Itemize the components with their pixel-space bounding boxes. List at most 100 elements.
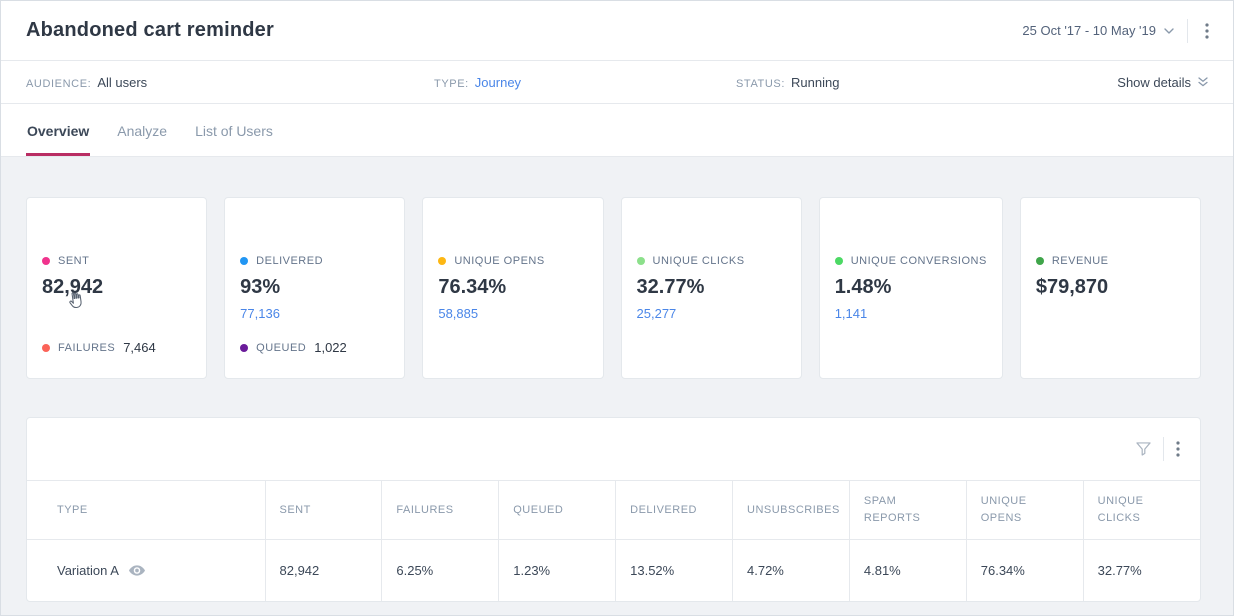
queued-dot-icon (240, 343, 249, 352)
stat-card-delivered[interactable]: DELIVERED 93% 77,136 QUEUED 1,022 (224, 197, 406, 379)
status-value: Running (791, 74, 840, 90)
stat-footer-label: QUEUED (256, 341, 307, 354)
stat-label-row: UNIQUE CONVERSIONS (834, 255, 987, 267)
cell-unique-opens: 76.34% (965, 539, 1084, 602)
column-header-spam-reports: SPAM REPORTS (848, 479, 967, 541)
stat-label: REVENUE (1051, 255, 1109, 267)
stat-count-link[interactable]: 1,141 (834, 306, 868, 321)
double-chevron-down-icon (1198, 77, 1208, 87)
tab-overview[interactable]: Overview (26, 104, 91, 156)
variations-table-card: TYPE SENT FAILURES QUEUED DELIVERED UNSU… (26, 417, 1201, 603)
stat-label-row: DELIVERED (240, 255, 389, 267)
stat-footer: QUEUED 1,022 (240, 340, 347, 355)
show-details-label: Show details (1117, 74, 1191, 90)
column-header-failures: FAILURES (381, 479, 499, 541)
stat-footer-label: FAILURES (58, 341, 116, 354)
stat-card-unique-opens[interactable]: UNIQUE OPENS 76.34% 58,885 (422, 197, 604, 379)
stat-footer-value: 1,022 (314, 340, 347, 355)
header-kebab-menu-button[interactable] (1201, 19, 1213, 43)
column-header-delivered: DELIVERED (615, 479, 733, 541)
stat-value: 76.34% (438, 276, 507, 298)
type-value-link[interactable]: Journey (474, 74, 522, 90)
mouse-cursor-icon (65, 290, 85, 316)
failures-dot-icon (42, 343, 50, 352)
stat-value: 1.48% (834, 276, 892, 298)
eye-icon[interactable] (128, 565, 145, 576)
stat-label: UNIQUE OPENS (454, 255, 545, 267)
kebab-icon (1176, 441, 1180, 457)
unique-clicks-dot-icon (636, 257, 645, 265)
show-details-button[interactable]: Show details (1117, 75, 1208, 90)
audience-value: All users (97, 74, 148, 90)
stat-label-row: REVENUE (1035, 255, 1185, 267)
stat-card-unique-conversions[interactable]: UNIQUE CONVERSIONS 1.48% 1,141 (818, 197, 1003, 379)
date-range-selector[interactable]: 25 Oct '17 - 10 May '19 (1022, 23, 1174, 38)
column-header-unique-clicks: UNIQUE CLICKS (1082, 479, 1200, 541)
date-range-label: 25 Oct '17 - 10 May '19 (1022, 23, 1156, 38)
cell-failures: 6.25% (381, 539, 499, 602)
stat-footer: FAILURES 7,464 (42, 340, 156, 355)
filter-icon (1136, 442, 1151, 456)
tab-bar: Overview Analyze List of Users (1, 104, 1233, 157)
column-header-sent: SENT (264, 479, 382, 541)
table-filter-button[interactable] (1132, 438, 1155, 460)
revenue-dot-icon (1035, 257, 1044, 265)
table-kebab-menu-button[interactable] (1172, 437, 1184, 461)
delivered-dot-icon (240, 257, 249, 265)
page-title: Abandoned cart reminder (26, 19, 274, 41)
unique-conversions-dot-icon (834, 257, 843, 265)
stat-value: 32.77% (636, 276, 705, 298)
table-row: Variation A 82,942 6.25% 1.23% 13.52% 4.… (27, 539, 1200, 602)
variation-name: Variation A (57, 563, 119, 579)
stat-label-row: UNIQUE CLICKS (636, 255, 786, 267)
header-actions: 25 Oct '17 - 10 May '19 (1022, 18, 1213, 43)
table-toolbar (27, 418, 1200, 480)
stat-value: $79,870 (1035, 276, 1109, 298)
stat-value: 82,942 (42, 276, 104, 298)
stat-label: SENT (58, 255, 90, 267)
status-label: STATUS: (736, 77, 786, 90)
stat-label: UNIQUE CLICKS (652, 255, 745, 267)
chevron-down-icon (1164, 27, 1174, 34)
stat-count-link[interactable]: 77,136 (240, 306, 280, 321)
divider (1163, 437, 1164, 461)
tab-analyze[interactable]: Analyze (117, 123, 168, 139)
cell-queued: 1.23% (498, 539, 616, 602)
stat-card-sent[interactable]: SENT 82,942 FAILURES 7,464 (26, 197, 208, 379)
column-header-unique-opens: UNIQUE OPENS (965, 479, 1084, 541)
unique-opens-dot-icon (438, 257, 447, 265)
type-info: TYPE: Journey (434, 75, 736, 90)
variations-table: TYPE SENT FAILURES QUEUED DELIVERED UNSU… (27, 479, 1200, 602)
stat-label-row: SENT (42, 255, 191, 267)
stat-card-revenue[interactable]: REVENUE $79,870 (1019, 197, 1201, 379)
tab-list-of-users[interactable]: List of Users (195, 123, 273, 139)
stat-label-row: UNIQUE OPENS (438, 255, 587, 267)
stat-count-link[interactable]: 58,885 (438, 306, 479, 321)
stat-cards: SENT 82,942 FAILURES 7,464 DELIVERED 93%… (1, 157, 1233, 379)
stat-card-unique-clicks[interactable]: UNIQUE CLICKS 32.77% 25,277 (620, 197, 802, 379)
stat-label: DELIVERED (256, 255, 324, 267)
table-header-row: TYPE SENT FAILURES QUEUED DELIVERED UNSU… (27, 479, 1200, 541)
stat-value: 93% (240, 276, 281, 298)
cell-unique-clicks: 32.77% (1082, 539, 1200, 602)
variation-name-cell: Variation A (57, 563, 251, 578)
divider (1187, 18, 1188, 43)
column-header-type: TYPE (27, 479, 265, 541)
stat-footer-value: 7,464 (123, 340, 156, 355)
status-info: STATUS: Running (736, 75, 1117, 90)
audience-info: AUDIENCE: All users (26, 75, 434, 90)
column-header-queued: QUEUED (498, 479, 616, 541)
stat-count-link[interactable]: 25,277 (636, 306, 677, 321)
campaign-info-bar: AUDIENCE: All users TYPE: Journey STATUS… (1, 61, 1233, 104)
kebab-icon (1205, 22, 1209, 39)
cell-unsubscribes: 4.72% (732, 539, 850, 602)
cell-sent: 82,942 (264, 539, 382, 602)
audience-label: AUDIENCE: (26, 77, 92, 90)
column-header-unsubscribes: UNSUBSCRIBES (732, 479, 850, 541)
cell-delivered: 13.52% (615, 539, 733, 602)
header: Abandoned cart reminder 25 Oct '17 - 10 … (1, 1, 1233, 61)
sent-dot-icon (42, 257, 50, 265)
type-label: TYPE: (434, 77, 469, 90)
stat-label: UNIQUE CONVERSIONS (850, 255, 987, 267)
